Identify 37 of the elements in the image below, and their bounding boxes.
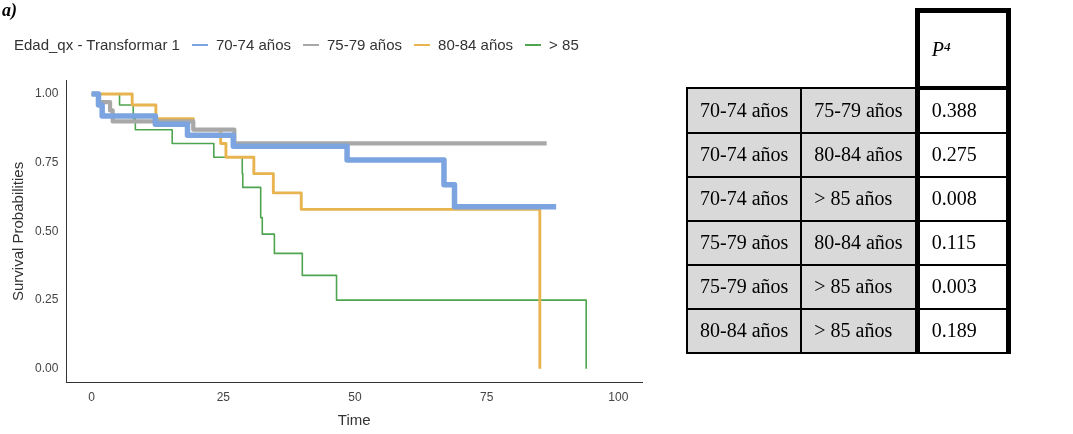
legend-title: Edad_qx - Transformar 1	[14, 36, 180, 53]
text: 0.388	[917, 87, 1009, 133]
x-tick-label: 100	[608, 390, 629, 405]
legend-label: > 85	[549, 36, 579, 53]
legend-label: 70-74 años	[215, 36, 291, 53]
x-axis-title: Time	[337, 411, 371, 429]
text: P⁴	[917, 10, 1009, 88]
text: 80-84 años	[687, 308, 802, 353]
y-tick-label: 0.75	[35, 154, 59, 169]
text: 70-74 años	[687, 176, 802, 221]
text: 75-79 años	[687, 264, 802, 309]
text: > 85 años	[801, 308, 918, 353]
text: 75-79 años	[687, 220, 802, 265]
y-tick-label: 0.50	[35, 223, 59, 238]
text: > 85 años	[801, 264, 918, 309]
text: 0.275	[917, 132, 1009, 177]
y-tick-label: 0.00	[35, 361, 59, 376]
text: 0.189	[917, 308, 1009, 353]
x-tick-label: 75	[479, 390, 494, 405]
text: 80-84 años	[801, 132, 918, 177]
text: 0.008	[917, 176, 1009, 221]
y-tick-label: 1.00	[35, 86, 59, 101]
text: > 85 años	[801, 176, 918, 221]
text: 70-74 años	[687, 87, 802, 133]
legend-label: 80-84 años	[438, 36, 514, 53]
text: a)	[2, 0, 17, 21]
x-tick-label: 25	[216, 390, 231, 405]
legend-label: 75-79 años	[326, 36, 403, 53]
text: 75-79 años	[801, 87, 918, 133]
x-tick-label: 0	[88, 390, 96, 405]
text: 0.115	[917, 220, 1009, 265]
y-tick-label: 0.25	[35, 292, 59, 307]
x-tick-label: 50	[348, 390, 362, 405]
y-axis-title: Survival Probabilities	[9, 161, 27, 302]
text: 0.003	[917, 264, 1009, 309]
text: 70-74 años	[687, 132, 802, 177]
text: 80-84 años	[801, 220, 918, 265]
